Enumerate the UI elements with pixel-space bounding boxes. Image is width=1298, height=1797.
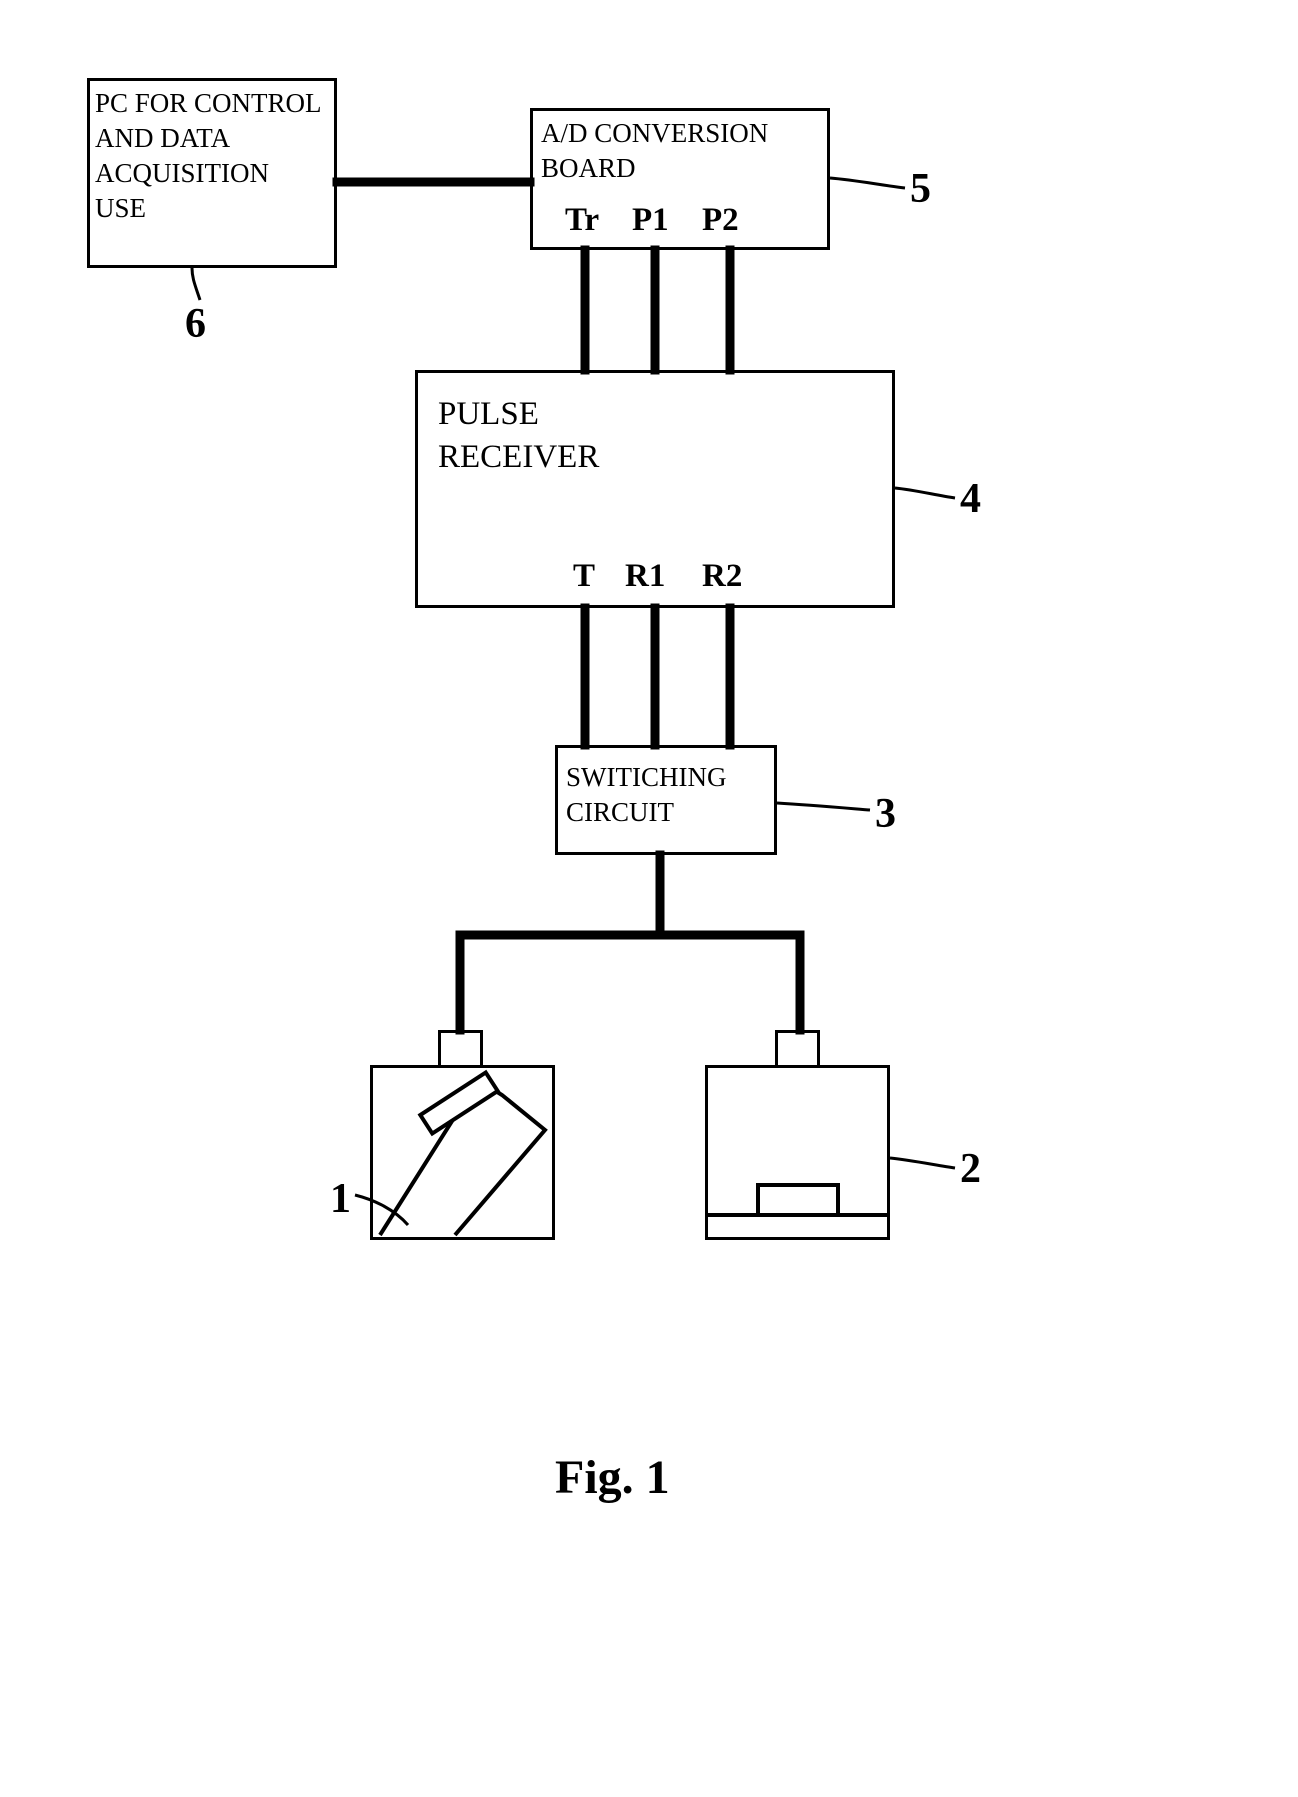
pc-block: PC FOR CONTROL AND DATA ACQUISITION USE (87, 78, 337, 268)
ref-4: 4 (960, 475, 981, 523)
diagram-connections (0, 0, 1298, 1797)
figure-label: Fig. 1 (555, 1450, 670, 1505)
sensor1-block (370, 1065, 555, 1240)
ref-5: 5 (910, 165, 931, 213)
port-p1: P1 (632, 202, 669, 239)
ref-6: 6 (185, 300, 206, 348)
ad-board-label: A/D CONVERSION BOARD (541, 116, 768, 186)
sensor1-connector (438, 1030, 483, 1068)
pc-label: PC FOR CONTROL AND DATA ACQUISITION USE (95, 86, 322, 226)
port-p2: P2 (702, 202, 739, 239)
switching-circuit-label: SWITICHING CIRCUIT (566, 760, 726, 830)
ref-2: 2 (960, 1145, 981, 1193)
ref-3: 3 (875, 790, 896, 838)
port-r2: R2 (702, 558, 742, 595)
port-r1: R1 (625, 558, 665, 595)
port-t: T (573, 558, 595, 595)
ref-1: 1 (330, 1175, 351, 1223)
port-tr: Tr (565, 202, 599, 239)
switching-circuit-block: SWITICHING CIRCUIT (555, 745, 777, 855)
pulse-receiver-label: PULSE RECEIVER (438, 393, 599, 479)
sensor2-connector (775, 1030, 820, 1068)
sensor2-block (705, 1065, 890, 1240)
